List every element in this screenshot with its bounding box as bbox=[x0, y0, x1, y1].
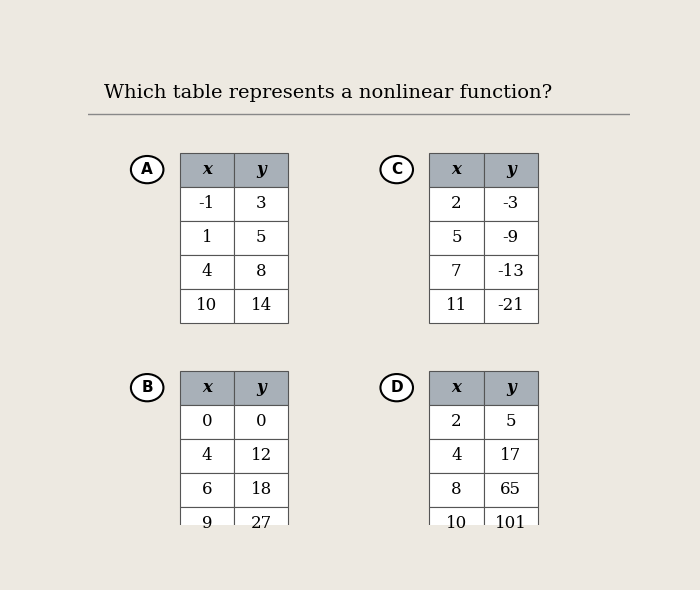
Bar bbox=[484, 289, 538, 323]
Bar bbox=[234, 473, 288, 507]
Bar bbox=[484, 255, 538, 289]
Text: 9: 9 bbox=[202, 516, 212, 532]
Text: 14: 14 bbox=[251, 297, 272, 314]
Circle shape bbox=[131, 156, 164, 183]
Text: 17: 17 bbox=[500, 447, 522, 464]
Text: 8: 8 bbox=[256, 263, 267, 280]
Bar bbox=[429, 153, 484, 186]
Bar bbox=[429, 289, 484, 323]
Bar bbox=[180, 405, 234, 439]
Bar bbox=[180, 473, 234, 507]
Text: 1: 1 bbox=[202, 230, 212, 246]
Text: x: x bbox=[452, 161, 461, 178]
Text: 0: 0 bbox=[202, 413, 212, 430]
Bar bbox=[180, 153, 234, 186]
Text: 65: 65 bbox=[500, 481, 522, 499]
Text: y: y bbox=[506, 379, 515, 396]
Text: 10: 10 bbox=[196, 297, 218, 314]
Text: 12: 12 bbox=[251, 447, 272, 464]
Text: 4: 4 bbox=[451, 447, 462, 464]
Bar bbox=[484, 439, 538, 473]
Circle shape bbox=[381, 374, 413, 401]
Text: -3: -3 bbox=[503, 195, 519, 212]
Text: 101: 101 bbox=[495, 516, 526, 532]
Bar bbox=[429, 371, 484, 405]
Bar bbox=[180, 371, 234, 405]
Text: 2: 2 bbox=[451, 195, 462, 212]
Text: -9: -9 bbox=[503, 230, 519, 246]
Bar bbox=[180, 439, 234, 473]
Text: x: x bbox=[452, 379, 461, 396]
Text: 6: 6 bbox=[202, 481, 212, 499]
Text: 4: 4 bbox=[202, 263, 212, 280]
Bar bbox=[429, 473, 484, 507]
Bar bbox=[484, 221, 538, 255]
Bar bbox=[429, 186, 484, 221]
Text: 18: 18 bbox=[251, 481, 272, 499]
Text: 10: 10 bbox=[446, 516, 467, 532]
Text: 27: 27 bbox=[251, 516, 272, 532]
Text: -21: -21 bbox=[497, 297, 524, 314]
Text: 0: 0 bbox=[256, 413, 267, 430]
Text: 5: 5 bbox=[505, 413, 516, 430]
Bar bbox=[180, 186, 234, 221]
Bar bbox=[234, 507, 288, 541]
Text: A: A bbox=[141, 162, 153, 177]
Text: -1: -1 bbox=[199, 195, 215, 212]
Bar bbox=[234, 405, 288, 439]
Text: y: y bbox=[256, 161, 266, 178]
Bar bbox=[180, 507, 234, 541]
Bar bbox=[180, 221, 234, 255]
Text: -13: -13 bbox=[497, 263, 524, 280]
Circle shape bbox=[381, 156, 413, 183]
Bar bbox=[484, 186, 538, 221]
Bar bbox=[429, 221, 484, 255]
Circle shape bbox=[131, 374, 164, 401]
Bar bbox=[234, 371, 288, 405]
Text: Which table represents a nonlinear function?: Which table represents a nonlinear funct… bbox=[104, 84, 552, 103]
Text: D: D bbox=[391, 380, 403, 395]
Text: 2: 2 bbox=[451, 413, 462, 430]
Text: 5: 5 bbox=[256, 230, 266, 246]
Bar bbox=[234, 255, 288, 289]
Bar bbox=[484, 473, 538, 507]
Text: C: C bbox=[391, 162, 402, 177]
Bar bbox=[429, 439, 484, 473]
Bar bbox=[429, 405, 484, 439]
Text: 5: 5 bbox=[452, 230, 462, 246]
Bar bbox=[234, 186, 288, 221]
Text: 8: 8 bbox=[451, 481, 462, 499]
Bar bbox=[234, 221, 288, 255]
Bar bbox=[234, 153, 288, 186]
Text: x: x bbox=[202, 161, 212, 178]
Bar bbox=[484, 371, 538, 405]
Bar bbox=[429, 507, 484, 541]
Text: y: y bbox=[256, 379, 266, 396]
Bar bbox=[234, 439, 288, 473]
Text: x: x bbox=[202, 379, 212, 396]
Bar bbox=[484, 507, 538, 541]
Bar bbox=[234, 289, 288, 323]
Text: 3: 3 bbox=[256, 195, 267, 212]
Text: 4: 4 bbox=[202, 447, 212, 464]
Text: B: B bbox=[141, 380, 153, 395]
Bar bbox=[484, 405, 538, 439]
Bar bbox=[180, 255, 234, 289]
Text: 7: 7 bbox=[451, 263, 462, 280]
Text: 11: 11 bbox=[446, 297, 467, 314]
Bar bbox=[180, 289, 234, 323]
Text: y: y bbox=[506, 161, 515, 178]
Bar bbox=[429, 255, 484, 289]
Bar bbox=[484, 153, 538, 186]
